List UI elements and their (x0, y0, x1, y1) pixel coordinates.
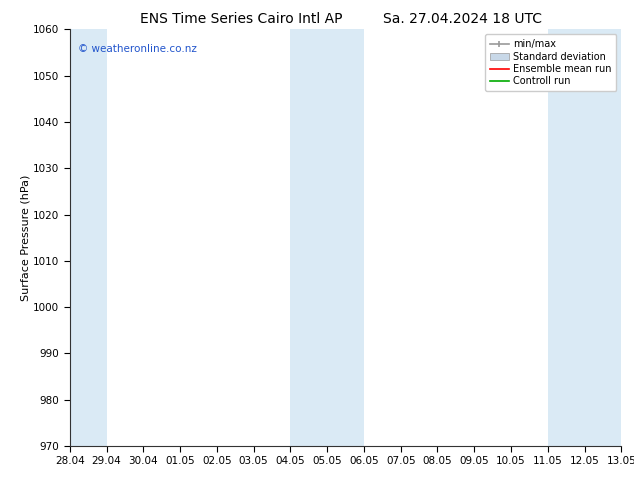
Bar (290, 29, 364, 446)
Text: Sa. 27.04.2024 18 UTC: Sa. 27.04.2024 18 UTC (384, 12, 542, 26)
Bar (70, 29, 107, 446)
Bar (548, 29, 621, 446)
Text: ENS Time Series Cairo Intl AP: ENS Time Series Cairo Intl AP (139, 12, 342, 26)
Y-axis label: Surface Pressure (hPa): Surface Pressure (hPa) (20, 174, 30, 301)
Text: © weatheronline.co.nz: © weatheronline.co.nz (78, 44, 197, 54)
Legend: min/max, Standard deviation, Ensemble mean run, Controll run: min/max, Standard deviation, Ensemble me… (485, 34, 616, 91)
